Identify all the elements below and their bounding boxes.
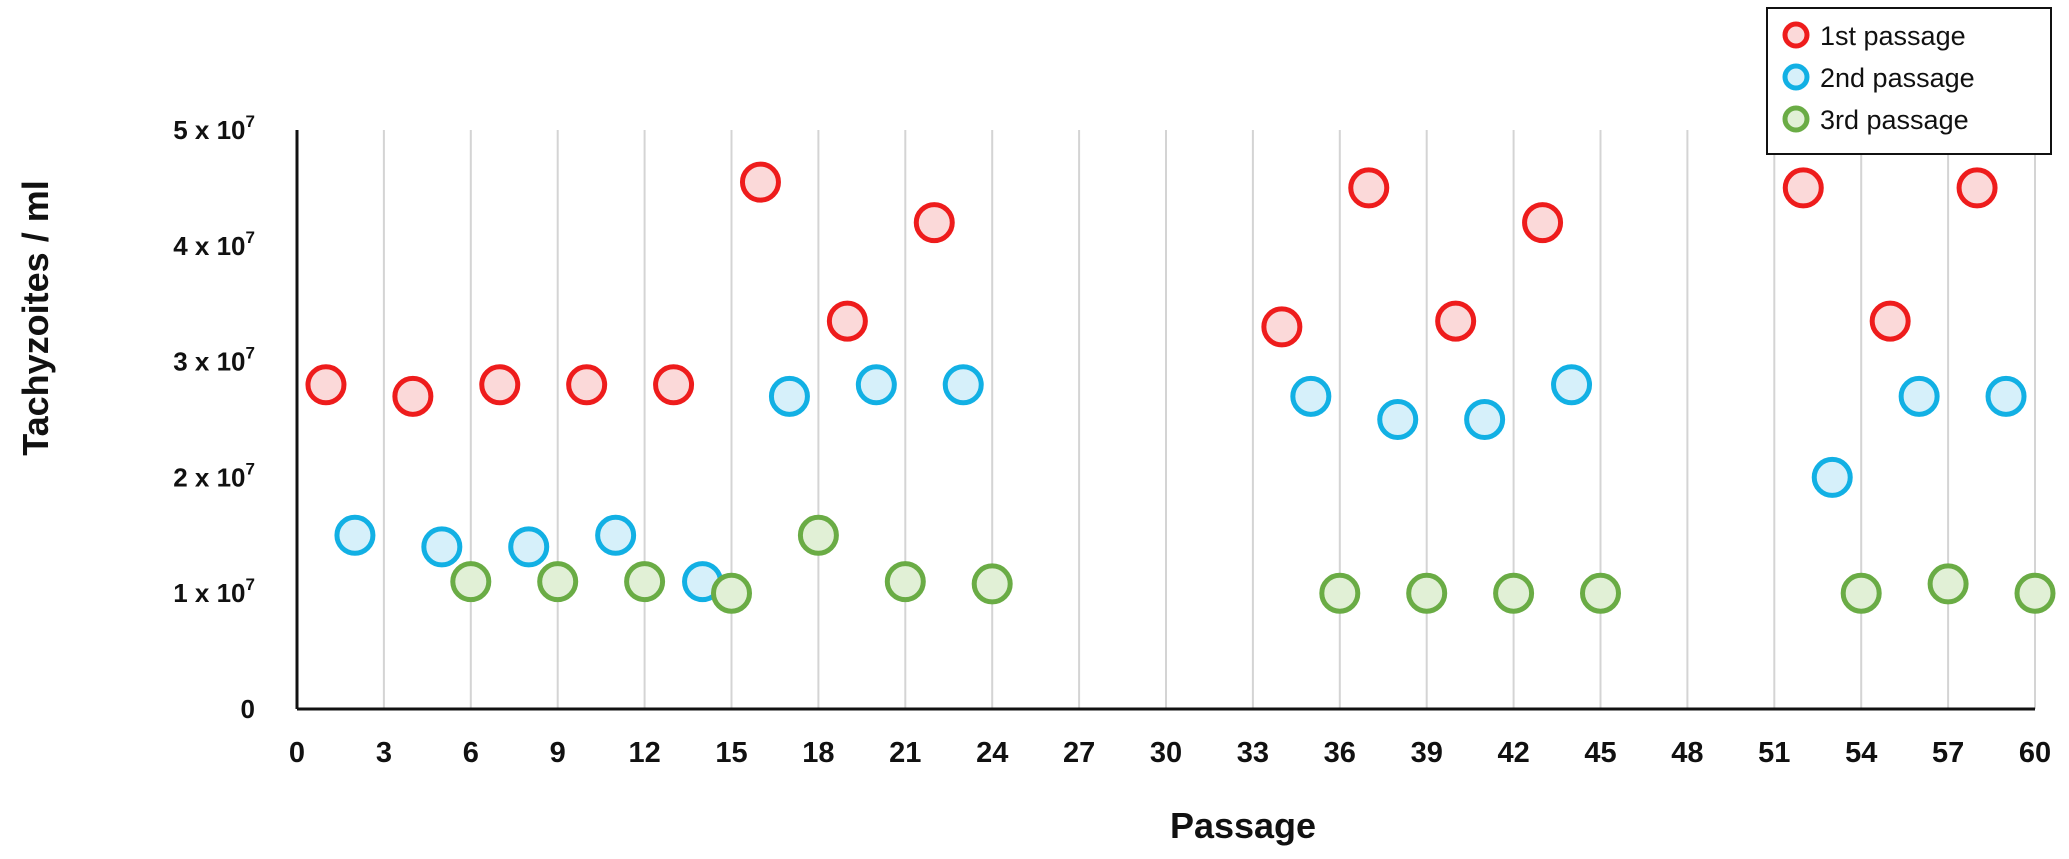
series-1 xyxy=(305,161,1998,417)
data-point xyxy=(1782,167,1824,209)
data-point xyxy=(797,514,839,556)
x-tick-label: 21 xyxy=(889,737,921,769)
data-point xyxy=(739,161,781,203)
legend-marker xyxy=(1782,63,1810,91)
y-tick-labels: 0 1 x 107 2 x 107 3 x 107 4 x 107 5 x 107 xyxy=(173,112,255,724)
data-point xyxy=(1898,375,1940,417)
x-tick-label: 18 xyxy=(802,737,834,769)
data-point xyxy=(595,514,637,556)
data-point xyxy=(624,561,666,603)
y-tick-label: 5 x 107 xyxy=(173,112,255,145)
x-tick-label: 12 xyxy=(628,737,660,769)
data-point xyxy=(1406,572,1448,614)
data-point xyxy=(855,364,897,406)
data-point xyxy=(479,364,521,406)
data-points xyxy=(305,161,2056,614)
data-point xyxy=(1956,167,1998,209)
data-point xyxy=(768,375,810,417)
data-point xyxy=(1377,399,1419,440)
series-3 xyxy=(450,514,2056,614)
x-tick-label: 27 xyxy=(1063,737,1095,769)
series-2 xyxy=(334,364,2027,603)
x-tick-label: 33 xyxy=(1237,737,1269,769)
data-point xyxy=(1435,300,1477,342)
data-point xyxy=(392,375,434,417)
data-point xyxy=(537,561,579,603)
data-point xyxy=(1348,167,1390,209)
x-tick-label: 9 xyxy=(550,737,566,769)
y-tick-label: 3 x 107 xyxy=(173,344,255,377)
x-tick-label: 39 xyxy=(1411,737,1443,769)
data-point xyxy=(1869,300,1911,342)
data-point xyxy=(1493,572,1535,614)
data-point xyxy=(1319,572,1361,614)
x-tick-label: 60 xyxy=(2019,737,2051,769)
y-tick-label: 1 x 107 xyxy=(173,575,255,608)
gridlines xyxy=(382,130,2036,709)
x-tick-label: 3 xyxy=(376,737,392,769)
legend-label: 3rd passage xyxy=(1820,105,1969,135)
data-point xyxy=(942,364,984,406)
x-tick-label: 6 xyxy=(463,737,479,769)
x-tick-label: 54 xyxy=(1845,737,1877,769)
x-axis-title: Passage xyxy=(1170,805,1316,846)
axes xyxy=(295,130,2035,711)
data-point xyxy=(305,364,347,406)
data-point xyxy=(421,526,463,568)
x-tick-label: 42 xyxy=(1497,737,1529,769)
data-point xyxy=(884,561,926,603)
x-tick-label: 24 xyxy=(976,737,1008,769)
x-tick-label: 45 xyxy=(1584,737,1616,769)
data-point xyxy=(1261,306,1303,348)
data-point xyxy=(1811,456,1853,498)
data-point xyxy=(1985,375,2027,417)
legend-label: 1st passage xyxy=(1820,21,1966,51)
data-point xyxy=(1580,572,1621,614)
data-point xyxy=(711,572,752,614)
data-point xyxy=(1840,572,1882,614)
x-tick-label: 0 xyxy=(289,737,305,769)
data-point xyxy=(450,561,492,603)
y-tick-label: 4 x 107 xyxy=(173,228,255,261)
data-point xyxy=(1290,375,1332,417)
data-point xyxy=(508,526,550,568)
data-point xyxy=(1927,563,1969,605)
data-point xyxy=(1551,364,1593,406)
legend-marker xyxy=(1782,105,1810,133)
y-tick-label: 0 xyxy=(241,694,255,724)
x-tick-label: 48 xyxy=(1671,737,1703,769)
data-point xyxy=(1522,202,1564,244)
data-point xyxy=(971,563,1013,605)
data-point xyxy=(913,202,955,244)
data-point xyxy=(566,364,608,406)
data-point xyxy=(2014,572,2056,614)
legend-box xyxy=(1766,7,2052,155)
x-tick-label: 15 xyxy=(715,737,747,769)
x-tick-labels: 0 3 6 9 12 15 18 21 24 27 30 33 36 39 42 45 48 51 54 57 60 xyxy=(289,737,2051,769)
y-axis-title: Tachyzoites / ml xyxy=(15,180,56,455)
x-tick-label: 36 xyxy=(1324,737,1356,769)
legend-label: 2nd passage xyxy=(1820,63,1975,93)
legend-marker xyxy=(1782,21,1810,49)
data-point xyxy=(653,364,695,406)
y-tick-label: 2 x 107 xyxy=(173,459,255,492)
data-point xyxy=(1464,399,1506,440)
legend: 1st passage 2nd passage 3rd passage xyxy=(1766,7,2052,155)
x-tick-label: 30 xyxy=(1150,737,1182,769)
x-tick-label: 51 xyxy=(1758,737,1790,769)
x-tick-label: 57 xyxy=(1932,737,1964,769)
data-point xyxy=(826,300,868,342)
data-point xyxy=(334,514,376,556)
